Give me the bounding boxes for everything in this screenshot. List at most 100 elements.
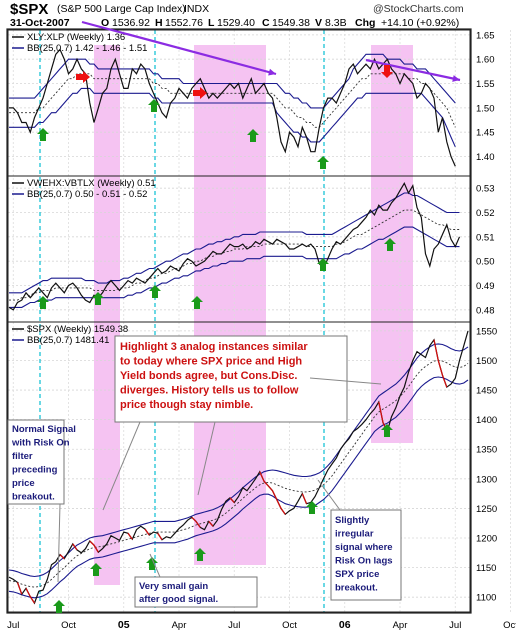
chart-border — [6, 28, 472, 614]
x-tick-label: Jul — [7, 620, 19, 631]
down-week-segment — [378, 401, 384, 423]
y-tick-label: 0.49 — [476, 281, 495, 292]
y-tick-label: 1.55 — [476, 79, 495, 90]
annotation-leaders — [57, 377, 382, 583]
y-tick-label: 0.48 — [476, 305, 495, 316]
leader-line-left — [57, 503, 61, 583]
down-week-segment — [89, 540, 95, 546]
chart-header: $SPX (S&P 500 Large Cap Index) INDX @Sto… — [10, 1, 464, 29]
down-week-segment — [267, 485, 273, 492]
up-arrow-p3-6 — [381, 424, 393, 437]
legend-entry: VWEHX:VBTLX (Weekly) 0.51 — [27, 178, 156, 189]
annotation-line: Highlight 3 analog instances similar — [120, 341, 308, 353]
header-v-label: V — [315, 17, 322, 29]
y-tick-label: 1150 — [476, 563, 496, 574]
down-week-segment — [208, 521, 214, 527]
y-tick-label: 0.51 — [476, 232, 495, 243]
up-arrow-p1-3 — [247, 129, 259, 142]
header-name: (S&P 500 Large Cap Index) — [57, 3, 186, 15]
y-tick-label: 1.40 — [476, 152, 495, 163]
series-line-p1-band-1 — [9, 53, 456, 109]
red-arrow-1 — [76, 71, 90, 83]
series-line-p2-band-1 — [9, 192, 460, 294]
annotation-line: filter — [12, 451, 33, 462]
down-week-segment — [441, 375, 448, 388]
down-week-segment — [157, 532, 163, 541]
down-week-segment — [437, 360, 444, 376]
down-week-segment — [59, 554, 65, 560]
annotation-line: price — [12, 478, 35, 489]
trend-arrow-2-head — [452, 75, 460, 82]
x-tick-label: Oct — [282, 620, 297, 631]
down-week-segment — [195, 521, 201, 528]
leader-line-3 — [309, 377, 382, 385]
header-date: 31-Oct-2007 — [10, 17, 70, 29]
series-line-p3-band-2 — [8, 360, 469, 588]
x-tick-label: Oct — [61, 620, 76, 631]
x-tick-label: Apr — [172, 620, 187, 631]
down-week-segment — [271, 490, 278, 500]
annotation-right-text: Slightly irregular signal where Risk On lag… — [335, 515, 393, 594]
y-tick-label: 1.60 — [476, 55, 495, 66]
down-week-segment — [72, 543, 78, 551]
annotation-line: SPX price — [335, 569, 379, 580]
y-tick-label: 1.45 — [476, 128, 495, 139]
up-arrow-p2-3 — [149, 285, 161, 298]
y-tick-label: 1200 — [476, 534, 497, 545]
up-arrow-p2-5 — [317, 258, 329, 271]
annotation-line: breakout. — [12, 492, 55, 503]
annotation-line: Slightly — [335, 515, 370, 526]
y-tick-label: 1.65 — [476, 30, 495, 41]
annotation-bottom-text: Very small gain after good signal. — [139, 581, 218, 605]
y-tick-label: 0.52 — [476, 208, 495, 219]
series-line-p2-price — [8, 181, 461, 311]
annotation-right: Slightly irregular signal where Risk On lag… — [330, 509, 402, 601]
red-arrow-2 — [193, 87, 207, 99]
up-arrow-p2-1 — [37, 296, 49, 309]
annotation-line: after good signal. — [139, 594, 218, 605]
x-tick-label: Apr — [393, 620, 408, 631]
up-arrow-p3-1 — [53, 600, 65, 613]
red-arrow-3 — [381, 65, 393, 78]
up-arrow-p1-1 — [37, 128, 49, 141]
annotation-line: signal where — [335, 542, 393, 553]
x-tick-label: 06 — [339, 619, 351, 631]
down-week-segment — [191, 516, 197, 522]
signal-lines — [39, 30, 325, 612]
header-l-label: L — [208, 17, 215, 29]
header-c-label: C — [262, 17, 270, 29]
annotation-left-text: Normal Signal with Risk On filter preceding… — [11, 424, 76, 503]
up-arrow-p3-2 — [90, 563, 102, 576]
leader-line-2 — [197, 421, 216, 496]
annotation-left: Normal Signal with Risk On filter preceding… — [7, 419, 76, 505]
legend-entry: BB(25,0.7) 1.42 - 1.46 - 1.51 — [27, 43, 147, 54]
legend-entry: BB(25,0.7) 0.50 - 0.51 - 0.52 — [27, 189, 147, 200]
trend-arrow-2 — [365, 58, 461, 82]
header-h-label: H — [155, 17, 163, 29]
header-chg-label: Chg — [355, 17, 375, 29]
signal-markers — [37, 20, 461, 613]
annotation-main: Highlight 3 analog instances similar to t… — [114, 335, 348, 423]
down-week-segment — [29, 596, 36, 604]
down-week-segment — [25, 588, 31, 597]
annotation-line: with Risk On — [11, 438, 70, 449]
header-high: 1552.76 — [165, 17, 203, 29]
legend-entry: BB(25,0.7) 1481.41 — [27, 335, 109, 346]
leader-line-bottom — [149, 553, 161, 578]
trend-arrow-1-head — [268, 68, 276, 76]
legend-entry: XLY:XLP (Weekly) 1.36 — [27, 32, 125, 43]
up-arrow-p3-5 — [306, 501, 318, 514]
down-week-segment — [93, 544, 99, 553]
annotation-line: breakout. — [335, 583, 378, 594]
annotation-line: diverges. History tells us to follow — [120, 385, 299, 397]
annotation-main-text: Highlight 3 analog instances similar to t… — [120, 341, 308, 411]
series-line-p3-band-1 — [8, 343, 469, 578]
annotation-line: price though stay nimble. — [120, 399, 253, 411]
y-tick-label: 1550 — [476, 326, 497, 337]
y-tick-label: 1400 — [476, 415, 497, 426]
up-arrow-p2-6 — [384, 238, 396, 251]
annotation-right-box — [330, 509, 402, 601]
header-volume: 8.3B — [325, 17, 347, 29]
y-tick-label: 0.53 — [476, 184, 495, 195]
